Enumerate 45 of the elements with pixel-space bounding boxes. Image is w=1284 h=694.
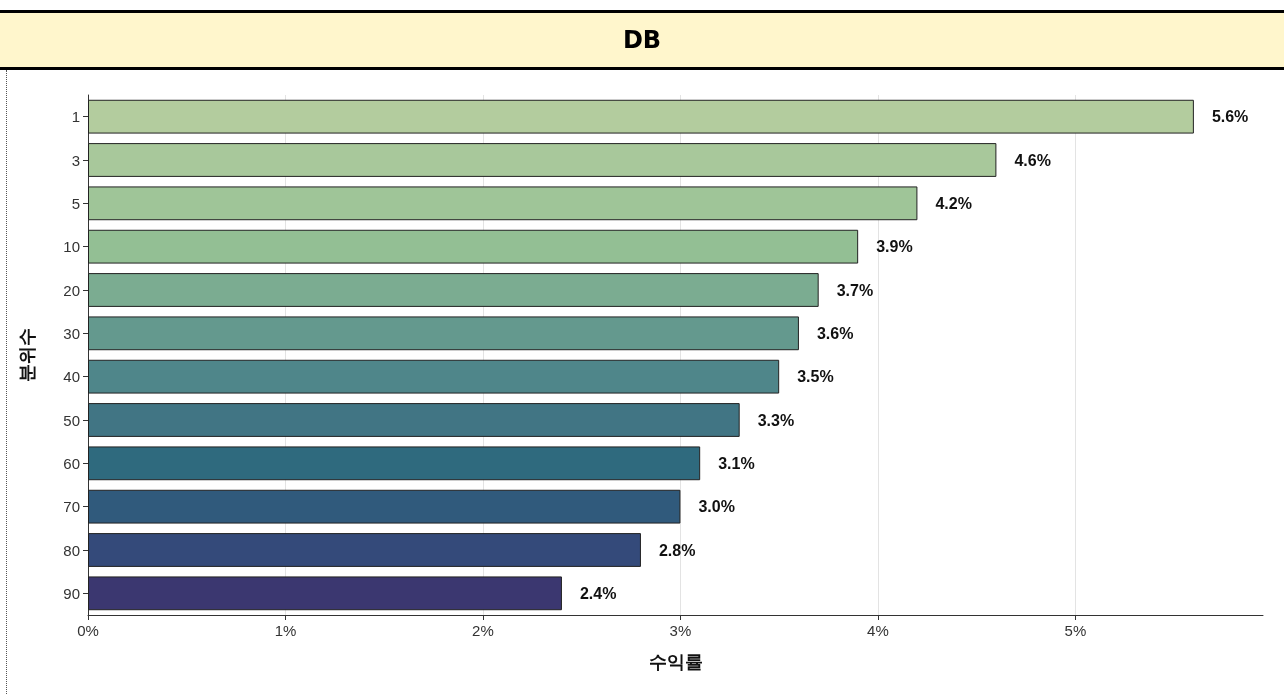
bar: [88, 576, 562, 611]
bar: [88, 403, 740, 437]
bar: [88, 186, 918, 221]
data-label: 3.5%: [797, 368, 834, 386]
x-tick-label: 3%: [669, 622, 692, 639]
x-tick-label: 2%: [472, 622, 494, 639]
data-label: 5.6%: [1211, 108, 1249, 126]
x-tick-label: 0%: [77, 622, 99, 639]
data-label: 2.8%: [658, 541, 696, 559]
data-label: 4.6%: [1014, 151, 1051, 169]
y-tick-label: 3: [71, 151, 80, 169]
y-tick-label: 50: [63, 411, 80, 429]
bar: [88, 359, 780, 394]
y-tick-label: 70: [63, 498, 80, 516]
chart-title: DB: [0, 10, 1284, 70]
y-tick-label: 20: [63, 281, 80, 299]
data-label: 3.0%: [698, 498, 735, 516]
bar: [88, 99, 1194, 134]
bar: [88, 143, 997, 177]
data-label: 4.2%: [935, 194, 972, 212]
y-tick-label: 1: [71, 108, 80, 126]
y-tick-label: 90: [63, 584, 80, 602]
bar: [88, 316, 799, 351]
y-tick-label: 40: [63, 368, 80, 386]
bar: [88, 489, 681, 524]
bar: [88, 273, 819, 307]
bar: [88, 533, 641, 567]
bar: [88, 229, 859, 264]
x-tick-label: 4%: [867, 622, 889, 639]
data-label: 2.4%: [579, 584, 617, 602]
bar: [88, 446, 701, 481]
y-tick-label: 60: [63, 454, 80, 472]
data-label: 3.6%: [816, 324, 854, 342]
y-tick-label: 80: [63, 541, 80, 559]
data-label: 3.7%: [836, 281, 874, 299]
y-axis-title: 분위수: [17, 328, 37, 382]
x-tick-label: 1%: [274, 622, 297, 639]
y-tick-label: 10: [63, 238, 80, 256]
y-tick-label: 30: [63, 324, 80, 342]
data-label: 3.9%: [876, 238, 913, 256]
x-tick-label: 5%: [1064, 622, 1087, 639]
y-tick-label: 5: [71, 194, 80, 212]
data-label: 3.1%: [718, 454, 755, 472]
data-label: 3.3%: [757, 411, 795, 429]
x-axis-title: 수익률: [648, 652, 703, 672]
